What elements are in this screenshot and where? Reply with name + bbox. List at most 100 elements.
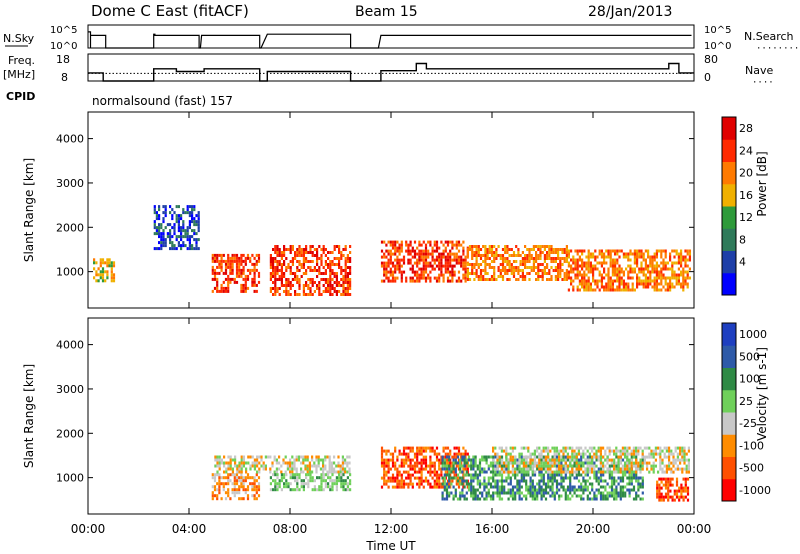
echo-cell xyxy=(609,288,612,292)
echo-cell xyxy=(391,243,395,247)
echo-cell xyxy=(240,262,243,266)
echo-cell xyxy=(344,287,347,290)
echo-cell xyxy=(492,485,495,489)
echo-cell xyxy=(583,264,586,268)
echo-cell xyxy=(158,235,161,239)
echo-cell xyxy=(454,461,457,465)
echo-cell xyxy=(416,446,419,450)
echo-cell xyxy=(666,261,669,265)
echo-cell xyxy=(380,255,384,259)
echo-cell xyxy=(675,282,678,286)
echo-cell xyxy=(322,290,325,293)
echo-cell xyxy=(588,464,591,468)
echo-cell xyxy=(505,452,508,456)
echo-cell xyxy=(595,497,598,501)
echo-cell xyxy=(433,479,436,483)
echo-cell xyxy=(511,473,515,477)
echo-cell xyxy=(274,482,277,486)
echo-cell xyxy=(489,497,493,501)
echo-cell xyxy=(575,452,578,456)
echo-cell xyxy=(628,458,631,462)
echo-cell xyxy=(344,266,347,269)
echo-cell xyxy=(218,289,221,293)
echo-cell xyxy=(452,485,455,489)
echo-cell xyxy=(101,273,105,277)
echo-cell xyxy=(600,282,603,286)
echo-cell xyxy=(503,485,506,489)
echo-cell xyxy=(216,265,219,269)
echo-cell xyxy=(553,479,556,483)
echo-cell xyxy=(253,461,256,465)
echo-cell xyxy=(302,485,305,489)
echo-cell xyxy=(558,467,561,471)
echo-cell xyxy=(418,261,421,265)
echo-cell xyxy=(540,452,543,456)
echo-cell xyxy=(97,279,100,283)
echo-cell xyxy=(566,476,570,480)
echo-cell xyxy=(380,461,384,465)
freq-strip-frame xyxy=(87,53,695,82)
echo-cell xyxy=(477,275,480,278)
echo-cell xyxy=(400,476,403,480)
echo-cell xyxy=(294,488,297,492)
echo-cell xyxy=(427,252,430,256)
echo-cell xyxy=(547,452,550,456)
echo-cell xyxy=(444,446,447,450)
echo-cell xyxy=(557,263,560,266)
echo-cell xyxy=(476,464,479,468)
echo-cell xyxy=(497,254,500,257)
echo-cell xyxy=(609,279,612,283)
echo-cell xyxy=(606,491,609,495)
echo-cell xyxy=(274,473,277,477)
echo-cell xyxy=(193,223,196,227)
echo-cell xyxy=(158,205,161,209)
echo-cell xyxy=(651,270,654,274)
echo-cell xyxy=(678,498,681,502)
echo-cell xyxy=(660,477,663,481)
echo-cell xyxy=(625,252,628,256)
echo-cell xyxy=(175,217,178,221)
echo-cell xyxy=(307,293,310,296)
echo-cell xyxy=(224,265,228,269)
echo-cell xyxy=(453,264,456,268)
echo-cell xyxy=(535,266,538,269)
echo-cell xyxy=(429,240,432,244)
echo-cell xyxy=(506,257,509,260)
echo-cell xyxy=(269,476,272,480)
echo-cell xyxy=(258,470,261,474)
echo-cell xyxy=(322,464,325,468)
echo-cell xyxy=(316,287,319,290)
echo-cell xyxy=(577,446,580,450)
echo-cell xyxy=(383,461,386,465)
echo-cell xyxy=(195,220,198,224)
echo-cell xyxy=(429,264,432,268)
echo-cell xyxy=(402,261,406,265)
echo-cell xyxy=(630,452,633,456)
echo-cell xyxy=(538,482,541,486)
echo-cell xyxy=(478,461,482,465)
echo-cell xyxy=(316,284,319,287)
echo-cell xyxy=(600,261,603,265)
echo-cell xyxy=(158,217,161,221)
echo-cell xyxy=(508,263,511,266)
echo-cell xyxy=(289,473,292,477)
echo-cell xyxy=(619,461,622,465)
echo-cell xyxy=(683,467,686,471)
echo-cell xyxy=(238,268,241,272)
echo-cell xyxy=(180,235,183,239)
echo-cell xyxy=(335,245,338,248)
echo-cell xyxy=(621,467,624,471)
echo-cell xyxy=(547,485,550,489)
echo-cell xyxy=(597,491,600,495)
echo-cell xyxy=(222,253,225,257)
echo-cell xyxy=(660,273,663,277)
echo-cell xyxy=(454,491,457,495)
echo-cell xyxy=(528,257,531,260)
echo-cell xyxy=(507,470,510,474)
echo-cell xyxy=(400,264,403,268)
echo-cell xyxy=(533,494,537,498)
freq-label-2: [MHz] xyxy=(3,68,35,81)
echo-cell xyxy=(570,279,573,283)
echo-cell xyxy=(637,476,640,480)
echo-cell xyxy=(438,279,441,283)
